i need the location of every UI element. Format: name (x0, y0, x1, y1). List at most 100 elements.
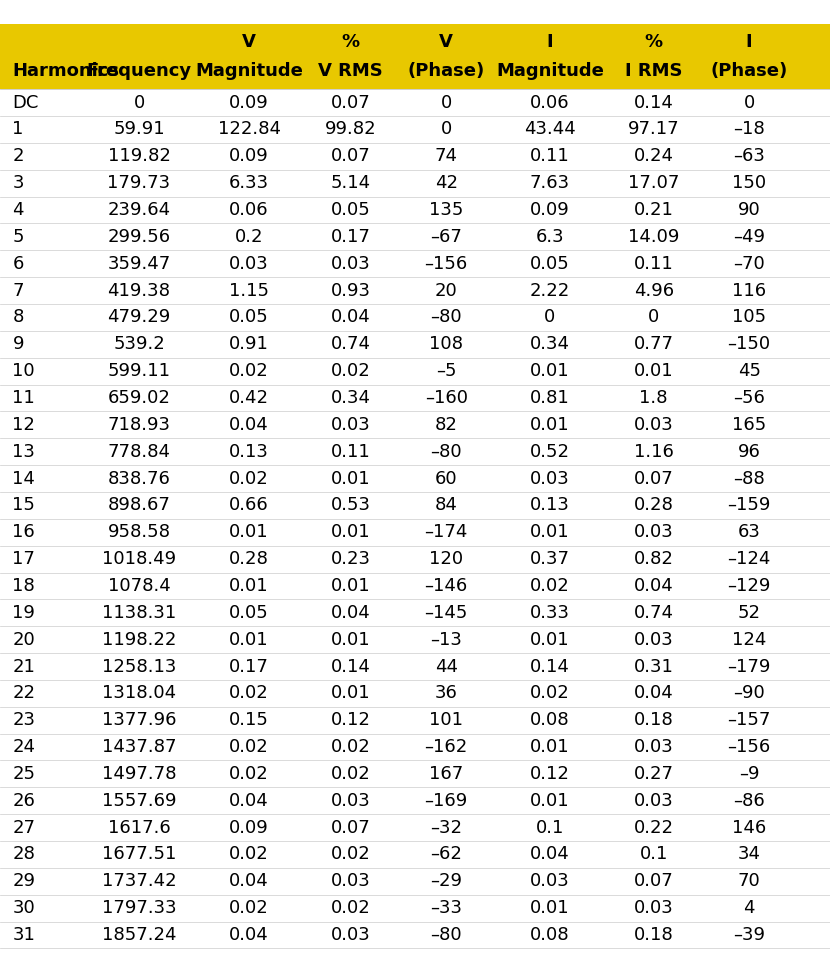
Text: 1198.22: 1198.22 (102, 631, 176, 648)
Text: 0.03: 0.03 (229, 255, 269, 272)
Bar (0, 223, 830, 250)
Text: 0.01: 0.01 (530, 738, 569, 756)
Text: 0.04: 0.04 (530, 846, 569, 863)
Text: 2.22: 2.22 (530, 282, 570, 299)
Text: 31: 31 (12, 926, 36, 944)
Text: 1258.13: 1258.13 (102, 658, 176, 675)
Text: 0.15: 0.15 (229, 712, 269, 729)
Bar (0, 385, 830, 411)
Bar (0, 599, 830, 626)
Text: 1557.69: 1557.69 (102, 792, 176, 809)
Text: –90: –90 (733, 685, 765, 702)
Text: 90: 90 (738, 201, 760, 219)
Text: –174: –174 (424, 524, 468, 541)
Text: 0.03: 0.03 (530, 873, 569, 890)
Text: 0.02: 0.02 (229, 900, 269, 917)
Text: 0.03: 0.03 (331, 926, 370, 944)
Text: 10: 10 (12, 363, 35, 380)
Text: 1737.42: 1737.42 (102, 873, 176, 890)
Text: 0.01: 0.01 (331, 524, 370, 541)
Text: 17: 17 (12, 550, 36, 568)
Text: 0.08: 0.08 (530, 712, 569, 729)
Text: 0.01: 0.01 (331, 685, 370, 702)
Text: 0.02: 0.02 (229, 765, 269, 783)
Text: 6.33: 6.33 (229, 175, 269, 192)
Text: 0.82: 0.82 (633, 550, 674, 568)
Text: 1078.4: 1078.4 (108, 577, 170, 595)
Text: 74: 74 (435, 148, 457, 165)
Text: 0.02: 0.02 (229, 846, 269, 863)
Text: 18: 18 (12, 577, 35, 595)
Text: 0: 0 (544, 309, 555, 326)
Text: 0.09: 0.09 (229, 819, 269, 836)
Text: 0.1: 0.1 (639, 846, 668, 863)
Text: 0.04: 0.04 (331, 309, 370, 326)
Text: 0.01: 0.01 (229, 577, 269, 595)
Text: 1437.87: 1437.87 (102, 738, 176, 756)
Text: –86: –86 (733, 792, 765, 809)
Text: 0.03: 0.03 (634, 631, 673, 648)
Text: –88: –88 (733, 470, 765, 487)
Text: 0.03: 0.03 (331, 792, 370, 809)
Text: 1: 1 (12, 121, 24, 138)
Text: 958.58: 958.58 (108, 524, 170, 541)
Text: 0.01: 0.01 (530, 524, 569, 541)
Text: 0.03: 0.03 (634, 792, 673, 809)
Text: 0.02: 0.02 (331, 900, 370, 917)
Text: 116: 116 (732, 282, 766, 299)
Text: 1318.04: 1318.04 (102, 685, 176, 702)
Text: 60: 60 (435, 470, 457, 487)
Text: –63: –63 (733, 148, 765, 165)
Text: 105: 105 (732, 309, 766, 326)
Text: I: I (547, 34, 553, 51)
Text: 15: 15 (12, 497, 36, 514)
Text: 0.02: 0.02 (331, 363, 370, 380)
Text: 0.77: 0.77 (633, 336, 674, 353)
Text: 43.44: 43.44 (524, 121, 576, 138)
Text: 97.17: 97.17 (627, 121, 680, 138)
Text: 1138.31: 1138.31 (102, 604, 176, 621)
Text: –145: –145 (424, 604, 468, 621)
Text: 659.02: 659.02 (108, 389, 170, 407)
Text: 14.09: 14.09 (628, 228, 679, 246)
Text: 29: 29 (12, 873, 36, 890)
Text: –157: –157 (727, 712, 771, 729)
Text: 838.76: 838.76 (108, 470, 170, 487)
Text: 30: 30 (12, 900, 35, 917)
Text: 45: 45 (738, 363, 760, 380)
Text: 34: 34 (738, 846, 760, 863)
Text: –9: –9 (739, 765, 759, 783)
Text: 0.24: 0.24 (633, 148, 674, 165)
Text: 0.52: 0.52 (530, 443, 570, 460)
Text: 0.27: 0.27 (633, 765, 674, 783)
Text: 0.37: 0.37 (530, 550, 570, 568)
Text: 44: 44 (435, 658, 457, 675)
Bar (0, 573, 830, 599)
Bar (0, 653, 830, 680)
Text: 101: 101 (429, 712, 463, 729)
Text: 135: 135 (429, 201, 463, 219)
Text: 0.01: 0.01 (634, 363, 673, 380)
Text: 299.56: 299.56 (107, 228, 171, 246)
Text: 0.03: 0.03 (634, 524, 673, 541)
Text: 479.29: 479.29 (107, 309, 171, 326)
Text: 0.08: 0.08 (530, 926, 569, 944)
Text: 0.01: 0.01 (331, 470, 370, 487)
Text: 4: 4 (744, 900, 754, 917)
Text: 0.21: 0.21 (633, 201, 674, 219)
Text: 539.2: 539.2 (113, 336, 165, 353)
Text: 59.91: 59.91 (113, 121, 165, 138)
Text: 0.07: 0.07 (331, 148, 370, 165)
Bar (0, 170, 830, 197)
Text: 0.53: 0.53 (330, 497, 371, 514)
Text: 4: 4 (12, 201, 24, 219)
Text: –18: –18 (733, 121, 765, 138)
Text: V: V (242, 34, 256, 51)
Text: 124: 124 (732, 631, 766, 648)
Text: 25: 25 (12, 765, 36, 783)
Text: 778.84: 778.84 (108, 443, 170, 460)
Text: 0.04: 0.04 (331, 604, 370, 621)
Text: 0.04: 0.04 (229, 873, 269, 890)
Text: 0.03: 0.03 (331, 416, 370, 433)
Text: 0.09: 0.09 (229, 94, 269, 111)
